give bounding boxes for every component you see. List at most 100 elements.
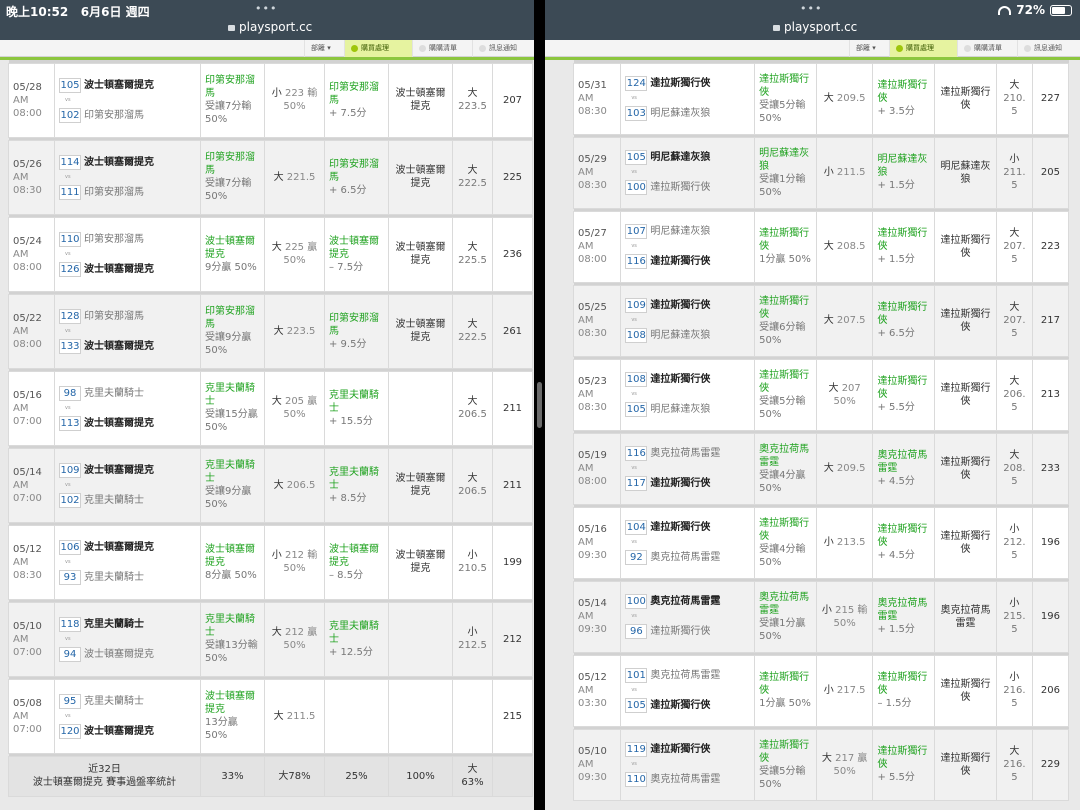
match-teams[interactable]: 108 達拉斯獨行俠 vs 105 明尼蘇達灰狼 bbox=[620, 358, 756, 431]
team-name[interactable]: 明尼蘇達灰狼 bbox=[650, 152, 711, 163]
spread-team: 克里夫蘭騎士 bbox=[205, 460, 255, 484]
toolbar-notifications[interactable]: 訊息通知 bbox=[472, 40, 534, 57]
match-teams[interactable]: 114 波士頓塞爾提克 vs 111 印第安那溜馬 bbox=[54, 139, 201, 215]
team-name[interactable]: 達拉斯獨行俠 bbox=[650, 478, 711, 489]
team-name[interactable]: 波士頓塞爾提克 bbox=[84, 340, 154, 352]
table-row[interactable]: 05/12 AM 08:30 106 波士頓塞爾提克 vs 93 克里夫蘭騎士 波士頓塞爾提克 8… bbox=[8, 524, 533, 600]
spread-percent: 50% bbox=[205, 191, 228, 202]
team-name[interactable]: 奧克拉荷馬雷霆 bbox=[650, 670, 721, 681]
match-teams[interactable]: 119 達拉斯獨行俠 vs 110 奧克拉荷馬雷霆 bbox=[620, 728, 756, 801]
toolbar-purchase[interactable]: 購買處理 bbox=[889, 40, 957, 57]
toolbar-purchase[interactable]: 購買處理 bbox=[344, 40, 412, 57]
team-name[interactable]: 波士頓塞爾提克 bbox=[84, 263, 154, 275]
team-name[interactable]: 印第安那溜馬 bbox=[84, 310, 144, 322]
multitask-dots-icon[interactable]: ••• bbox=[255, 2, 278, 15]
match-teams[interactable]: 101 奧克拉荷馬雷霆 vs 105 達拉斯獨行俠 bbox=[620, 654, 756, 727]
spread-team: 波士頓塞爾提克 bbox=[205, 691, 255, 715]
team-name[interactable]: 達拉斯獨行俠 bbox=[650, 374, 711, 385]
team-name[interactable]: 達拉斯獨行俠 bbox=[650, 256, 711, 267]
team-name[interactable]: 波士頓塞爾提克 bbox=[84, 725, 154, 737]
team-name[interactable]: 克里夫蘭騎士 bbox=[84, 695, 144, 707]
team-name[interactable]: 達拉斯獨行俠 bbox=[650, 744, 711, 755]
match-teams[interactable]: 110 印第安那溜馬 vs 126 波士頓塞爾提克 bbox=[54, 216, 201, 292]
team-name[interactable]: 達拉斯獨行俠 bbox=[650, 626, 711, 637]
table-row[interactable]: 05/25 AM 08:30 109 達拉斯獨行俠 vs 108 明尼蘇達灰狼 達拉斯獨行俠 受讓… bbox=[572, 284, 1070, 357]
team-name[interactable]: 達拉斯獨行俠 bbox=[650, 78, 711, 89]
team-name[interactable]: 奧克拉荷馬雷霆 bbox=[650, 774, 721, 785]
team-name[interactable]: 印第安那溜馬 bbox=[84, 186, 144, 198]
team-name[interactable]: 明尼蘇達灰狼 bbox=[650, 108, 711, 119]
address-bar[interactable]: playsport.cc bbox=[228, 20, 312, 34]
team-name[interactable]: 克里夫蘭騎士 bbox=[84, 571, 144, 583]
table-row[interactable]: 05/16 AM 09:30 104 達拉斯獨行俠 vs 92 奧克拉荷馬雷霆 達拉斯獨行俠 受讓… bbox=[572, 506, 1070, 579]
team-name[interactable]: 奧克拉荷馬雷霆 bbox=[650, 552, 721, 563]
table-row[interactable]: 05/10 AM 07:00 118 克里夫蘭騎士 vs 94 波士頓塞爾提克 克里夫蘭騎士 受讓… bbox=[8, 601, 533, 677]
team-name[interactable]: 達拉斯獨行俠 bbox=[650, 182, 711, 193]
match-teams[interactable]: 107 明尼蘇達灰狼 vs 116 達拉斯獨行俠 bbox=[620, 210, 756, 283]
pick-spread: 達拉斯獨行俠 – 1.5分 bbox=[872, 654, 936, 727]
team-name[interactable]: 克里夫蘭騎士 bbox=[84, 618, 144, 630]
team-name[interactable]: 波士頓塞爾提克 bbox=[84, 648, 154, 660]
team-name[interactable]: 明尼蘇達灰狼 bbox=[650, 330, 711, 341]
table-row[interactable]: 05/27 AM 08:00 107 明尼蘇達灰狼 vs 116 達拉斯獨行俠 達拉斯獨行俠 1分… bbox=[572, 210, 1070, 283]
ou-line: 208.5 bbox=[836, 241, 866, 252]
team-name[interactable]: 波士頓塞爾提克 bbox=[84, 541, 154, 553]
table-row[interactable]: 05/26 AM 08:30 114 波士頓塞爾提克 vs 111 印第安那溜馬 印第安那溜馬受… bbox=[8, 139, 533, 215]
match-teams[interactable]: 116 奧克拉荷馬雷霆 vs 117 達拉斯獨行俠 bbox=[620, 432, 756, 505]
team-name[interactable]: 印第安那溜馬 bbox=[84, 109, 144, 121]
team-name[interactable]: 達拉斯獨行俠 bbox=[650, 522, 711, 533]
team-name[interactable]: 明尼蘇達灰狼 bbox=[650, 226, 711, 237]
table-row[interactable]: 05/14 AM 07:00 109 波士頓塞爾提克 vs 102 克里夫蘭騎士 克里夫蘭騎士受… bbox=[8, 447, 533, 523]
team-name[interactable]: 波士頓塞爾提克 bbox=[84, 417, 154, 429]
address-bar-right[interactable]: playsport.cc bbox=[773, 20, 857, 34]
ou-direction: 大 bbox=[273, 171, 284, 183]
match-teams[interactable]: 104 達拉斯獨行俠 vs 92 奧克拉荷馬雷霆 bbox=[620, 506, 756, 579]
toolbar-menu[interactable]: 部籬 ▾ bbox=[304, 40, 344, 57]
multitask-dots-icon-right[interactable]: ••• bbox=[800, 2, 823, 15]
team-name[interactable]: 達拉斯獨行俠 bbox=[650, 700, 711, 711]
match-teams[interactable]: 118 克里夫蘭騎士 vs 94 波士頓塞爾提克 bbox=[54, 601, 201, 677]
table-row[interactable]: 05/24 AM 08:00 110 印第安那溜馬 vs 126 波士頓塞爾提克 波士頓塞爾提克… bbox=[8, 216, 533, 292]
toolbar-notifications[interactable]: 訊息通知 bbox=[1017, 40, 1080, 57]
team-name[interactable]: 達拉斯獨行俠 bbox=[650, 300, 711, 311]
match-teams[interactable]: 100 奧克拉荷馬雷霆 vs 96 達拉斯獨行俠 bbox=[620, 580, 756, 653]
match-teams[interactable]: 109 波士頓塞爾提克 vs 102 克里夫蘭騎士 bbox=[54, 447, 201, 523]
team-name[interactable]: 波士頓塞爾提克 bbox=[84, 156, 154, 168]
match-teams[interactable]: 106 波士頓塞爾提克 vs 93 克里夫蘭騎士 bbox=[54, 524, 201, 600]
team-name[interactable]: 明尼蘇達灰狼 bbox=[650, 404, 711, 415]
team-name[interactable]: 波士頓塞爾提克 bbox=[84, 79, 154, 91]
split-view-handle[interactable] bbox=[537, 382, 542, 428]
vs-separator: vs bbox=[65, 404, 71, 411]
table-row[interactable]: 05/23 AM 08:30 108 達拉斯獨行俠 vs 105 明尼蘇達灰狼 達拉斯獨行俠 受讓… bbox=[572, 358, 1070, 431]
match-teams[interactable]: 128 印第安那溜馬 vs 133 波士頓塞爾提克 bbox=[54, 293, 201, 369]
table-row[interactable]: 05/10 AM 09:30 119 達拉斯獨行俠 vs 110 奧克拉荷馬雷霆 達拉斯獨行俠受… bbox=[572, 728, 1070, 801]
vs-separator: vs bbox=[631, 95, 637, 101]
toolbar-menu[interactable]: 部籬 ▾ bbox=[849, 40, 889, 57]
team-name[interactable]: 波士頓塞爾提克 bbox=[84, 464, 154, 476]
pick-team: 達拉斯獨行俠 bbox=[877, 524, 928, 548]
team-name[interactable]: 印第安那溜馬 bbox=[84, 233, 144, 245]
match-teams[interactable]: 105 明尼蘇達灰狼 vs 100 達拉斯獨行俠 bbox=[620, 136, 756, 209]
match-teams[interactable]: 124 達拉斯獨行俠 vs 103 明尼蘇達灰狼 bbox=[620, 62, 756, 135]
date-text: 05/22 bbox=[13, 312, 42, 324]
table-row[interactable]: 05/08 AM 07:00 95 克里夫蘭騎士 vs 120 波士頓塞爾提克 波士頓塞爾提克 1… bbox=[8, 678, 533, 754]
table-row[interactable]: 05/28 AM 08:00 105 波士頓塞爾提克 vs 102 印第安那溜馬 印第安那溜馬受… bbox=[8, 62, 533, 138]
team-score: 108 bbox=[625, 328, 648, 343]
table-row[interactable]: 05/12 AM 03:30 101 奧克拉荷馬雷霆 vs 105 達拉斯獨行俠 達拉斯獨行俠 1… bbox=[572, 654, 1070, 727]
table-row[interactable]: 05/14 AM 09:30 100 奧克拉荷馬雷霆 vs 96 達拉斯獨行俠 奧克拉荷馬雷霆受… bbox=[572, 580, 1070, 653]
match-teams[interactable]: 105 波士頓塞爾提克 vs 102 印第安那溜馬 bbox=[54, 62, 201, 138]
team-name[interactable]: 克里夫蘭騎士 bbox=[84, 494, 144, 506]
toolbar-cart[interactable]: 購購清單 bbox=[957, 40, 1017, 57]
table-row[interactable]: 05/29 AM 08:30 105 明尼蘇達灰狼 vs 100 達拉斯獨行俠 明尼蘇達灰狼 受讓… bbox=[572, 136, 1070, 209]
match-teams[interactable]: 95 克里夫蘭騎士 vs 120 波士頓塞爾提克 bbox=[54, 678, 201, 754]
team-name[interactable]: 奧克拉荷馬雷霆 bbox=[650, 596, 721, 607]
team-name[interactable]: 克里夫蘭騎士 bbox=[84, 387, 144, 399]
table-row[interactable]: 05/16 AM 07:00 98 克里夫蘭騎士 vs 113 波士頓塞爾提克 克里夫蘭騎士 受讓… bbox=[8, 370, 533, 446]
team-name[interactable]: 奧克拉荷馬雷霆 bbox=[650, 448, 721, 459]
match-teams[interactable]: 98 克里夫蘭騎士 vs 113 波士頓塞爾提克 bbox=[54, 370, 201, 446]
table-row[interactable]: 05/22 AM 08:00 128 印第安那溜馬 vs 133 波士頓塞爾提克 印第安那溜馬受… bbox=[8, 293, 533, 369]
table-row[interactable]: 05/19 AM 08:00 116 奧克拉荷馬雷霆 vs 117 達拉斯獨行俠 奧克拉荷馬雷霆… bbox=[572, 432, 1070, 505]
toolbar-cart[interactable]: 購購清單 bbox=[412, 40, 472, 57]
match-teams[interactable]: 109 達拉斯獨行俠 vs 108 明尼蘇達灰狼 bbox=[620, 284, 756, 357]
table-row[interactable]: 05/31 AM 08:30 124 達拉斯獨行俠 vs 103 明尼蘇達灰狼 達拉斯獨行俠 受讓… bbox=[572, 62, 1070, 135]
